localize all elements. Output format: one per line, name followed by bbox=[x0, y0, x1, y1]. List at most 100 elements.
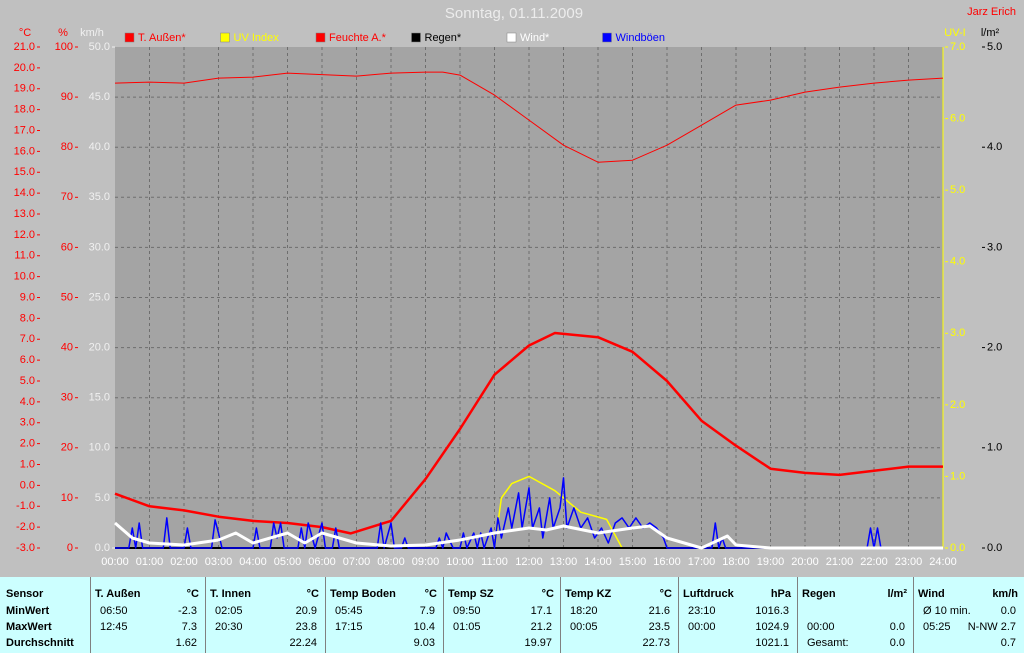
series-line bbox=[114, 521, 943, 550]
x-tick-label: 10:00 bbox=[446, 556, 474, 568]
y-tick-label: 0.0 bbox=[20, 479, 35, 491]
x-tick-label: 17:00 bbox=[688, 556, 716, 568]
x-tick-label: 23:00 bbox=[895, 556, 923, 568]
table-cell: Durchschnitt bbox=[6, 637, 74, 649]
y-tick-label: 9.0 bbox=[20, 291, 35, 303]
y-tick-label: 13.0 bbox=[14, 208, 35, 220]
table-cell: 0.0 bbox=[1000, 605, 1016, 617]
x-tick-label: 21:00 bbox=[826, 556, 854, 568]
table-cell: 7.9 bbox=[419, 605, 435, 617]
axis-title: °C bbox=[19, 27, 31, 39]
x-tick-label: 06:00 bbox=[308, 556, 336, 568]
y-tick-label: 45.0 bbox=[89, 91, 110, 103]
y-tick-label: 1.0 bbox=[987, 442, 1002, 454]
table-cell: 00:00 bbox=[688, 621, 716, 633]
summary-table: Sensor MinWert MaxWert Durchschnitt T. Außen… bbox=[0, 577, 1024, 653]
series-line bbox=[114, 71, 944, 163]
y-tick-label: -3.0 bbox=[16, 542, 35, 554]
y-tick-label: 25.0 bbox=[89, 291, 110, 303]
table-cell: 00:05 bbox=[570, 621, 598, 633]
table-cell: 19.97 bbox=[524, 637, 552, 649]
y-tick-label: 35.0 bbox=[89, 191, 110, 203]
table-cell: 23:10 bbox=[688, 605, 716, 617]
table-cell: 9.03 bbox=[413, 637, 435, 649]
table-cell: N-NW 2.7 bbox=[967, 621, 1016, 633]
y-tick-label: 2.0 bbox=[950, 399, 965, 411]
table-cell: 09:50 bbox=[453, 605, 481, 617]
table-cell: 17:15 bbox=[335, 621, 363, 633]
table-cell: 1024.9 bbox=[755, 621, 789, 633]
y-tick-label: 30.0 bbox=[89, 241, 110, 253]
x-tick-label: 05:00 bbox=[274, 556, 302, 568]
legend-label: T. Außen* bbox=[138, 32, 186, 44]
y-tick-label: 15.0 bbox=[14, 166, 35, 178]
y-tick-label: 60 bbox=[61, 241, 73, 253]
x-tick-label: 04:00 bbox=[239, 556, 267, 568]
series-line bbox=[115, 477, 943, 549]
table-cell: 0.7 bbox=[1000, 637, 1016, 649]
x-tick-label: 01:00 bbox=[136, 556, 164, 568]
separator bbox=[90, 577, 91, 653]
x-tick-label: 20:00 bbox=[791, 556, 819, 568]
separator bbox=[325, 577, 326, 653]
table-cell: 1016.3 bbox=[755, 605, 789, 617]
table-cell: km/h bbox=[992, 588, 1018, 600]
y-tick-label: 30 bbox=[61, 392, 73, 404]
separator bbox=[913, 577, 914, 653]
y-tick-label: 5.0 bbox=[950, 184, 965, 196]
legend-label: UV Index bbox=[234, 32, 280, 44]
y-tick-label: 12.0 bbox=[14, 229, 35, 241]
chart: Sonntag, 01.11.2009 Jarz Erich 00:00 01:0… bbox=[14, 5, 1016, 568]
author: Jarz Erich bbox=[967, 6, 1016, 18]
x-tick-label: 12:00 bbox=[515, 556, 543, 568]
y-tick-label: 80 bbox=[61, 141, 73, 153]
table-cell: -2.3 bbox=[178, 605, 197, 617]
separator bbox=[678, 577, 679, 653]
y-tick-label: 50.0 bbox=[89, 41, 110, 53]
y-tick-label: 0.0 bbox=[95, 542, 110, 554]
x-tick-label: 18:00 bbox=[722, 556, 750, 568]
y-tick-label: -2.0 bbox=[16, 521, 35, 533]
y-tick-label: 0 bbox=[67, 542, 73, 554]
table-cell: Temp KZ bbox=[565, 588, 612, 600]
table-cell: 21.6 bbox=[648, 605, 670, 617]
table-cell: 10.4 bbox=[413, 621, 435, 633]
x-tick-label: 07:00 bbox=[343, 556, 371, 568]
chart-title: Sonntag, 01.11.2009 bbox=[445, 5, 583, 22]
y-tick-label: 50 bbox=[61, 291, 73, 303]
legend-swatch bbox=[315, 32, 326, 43]
y-tick-label: 8.0 bbox=[20, 312, 35, 324]
y-tick-label: 3.0 bbox=[987, 241, 1002, 253]
table-cell: 1021.1 bbox=[755, 637, 789, 649]
table-cell: 01:05 bbox=[453, 621, 481, 633]
y-tick-label: 40 bbox=[61, 342, 73, 354]
table-cell: 20.9 bbox=[295, 605, 317, 617]
table-cell: MinWert bbox=[6, 605, 50, 617]
table-cell: 21.2 bbox=[530, 621, 552, 633]
table-cell: Ø 10 min. bbox=[923, 605, 971, 617]
table-cell: 05:25 bbox=[923, 621, 951, 633]
table-cell: Sensor bbox=[6, 588, 44, 600]
x-tick-label: 09:00 bbox=[412, 556, 440, 568]
y-tick-label: 2.0 bbox=[987, 342, 1002, 354]
y-tick-label: 21.0 bbox=[14, 41, 35, 53]
legend-swatch bbox=[220, 32, 230, 43]
legend-swatch bbox=[124, 32, 135, 43]
y-tick-label: 90 bbox=[61, 91, 73, 103]
table-cell: Regen bbox=[802, 588, 836, 600]
table-cell: 18:20 bbox=[570, 605, 598, 617]
table-cell: 06:50 bbox=[100, 605, 128, 617]
table-cell: 1.62 bbox=[175, 637, 197, 649]
legend-swatch bbox=[602, 32, 612, 43]
axis-title: % bbox=[58, 27, 68, 39]
table-cell: 7.3 bbox=[181, 621, 197, 633]
table-cell: MaxWert bbox=[6, 621, 52, 633]
y-tick-label: 40.0 bbox=[89, 141, 110, 153]
separator bbox=[205, 577, 206, 653]
y-tick-label: 7.0 bbox=[950, 41, 965, 53]
y-tick-label: 17.0 bbox=[14, 124, 35, 136]
y-tick-label: 4.0 bbox=[950, 256, 965, 268]
y-tick-label: 7.0 bbox=[20, 333, 35, 345]
y-tick-label: 15.0 bbox=[89, 392, 110, 404]
